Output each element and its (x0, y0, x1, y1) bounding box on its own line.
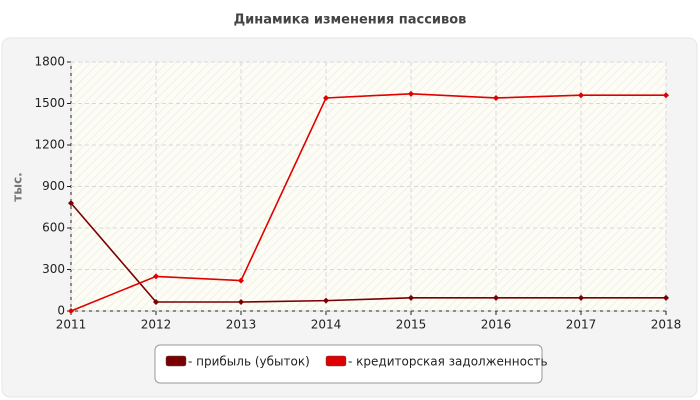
point (408, 294, 414, 301)
point (323, 94, 329, 101)
y-tick-label: 900 (42, 179, 65, 193)
point (68, 200, 74, 207)
x-tick-label: 2015 (396, 318, 427, 332)
point (663, 92, 669, 99)
y-axis-label: тыс. (11, 172, 25, 201)
y-tick-label: 1200 (34, 138, 65, 152)
legend-swatch (325, 355, 347, 367)
legend-label: - прибыль (убыток) (188, 355, 310, 369)
point (493, 94, 499, 101)
chart-title: Динамика изменения пассивов (234, 13, 467, 28)
point (578, 294, 584, 301)
x-tick-label: 2011 (56, 318, 87, 332)
x-tick-label: 2014 (311, 318, 342, 332)
legend-swatch (165, 355, 187, 367)
y-tick-label: 300 (42, 262, 65, 276)
point (578, 92, 584, 99)
y-tick-label: 0 (57, 304, 65, 318)
x-tick-label: 2012 (141, 318, 172, 332)
x-tick-label: 2016 (481, 318, 512, 332)
point (238, 299, 244, 306)
point (408, 90, 414, 97)
y-tick-label: 1800 (34, 55, 65, 69)
y-tick-label: 1500 (34, 96, 65, 110)
series-line (70, 202, 666, 303)
x-tick-label: 2013 (226, 318, 257, 332)
point (68, 308, 74, 314)
point (323, 297, 329, 304)
point (238, 277, 244, 284)
y-tick-label: 600 (42, 221, 65, 235)
series-line (70, 93, 666, 312)
point (663, 294, 669, 301)
x-tick-label: 2017 (566, 318, 597, 332)
legend (154, 344, 543, 384)
legend-label: - кредиторская задолженность (348, 355, 548, 369)
point (153, 299, 159, 306)
point (493, 294, 499, 301)
x-tick-label: 2018 (651, 318, 682, 332)
point (153, 273, 159, 280)
